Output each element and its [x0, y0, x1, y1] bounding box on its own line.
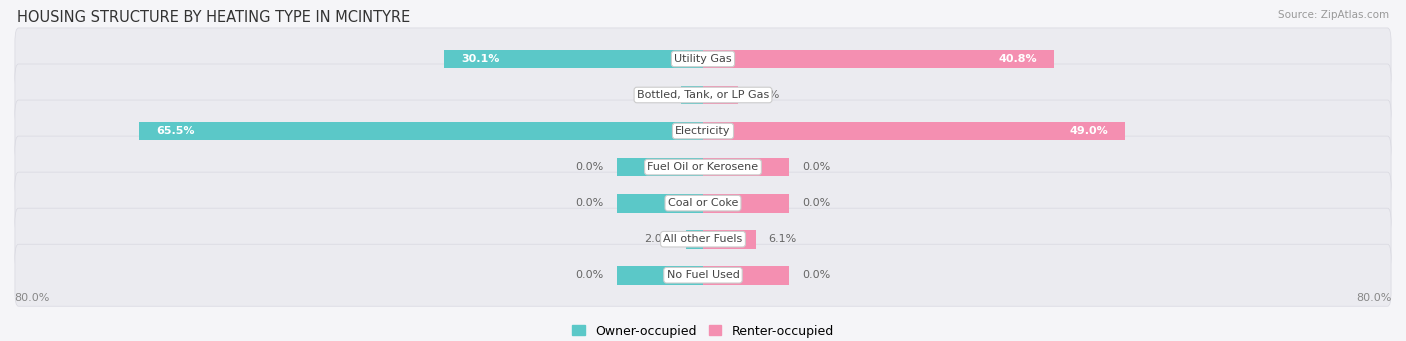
- Text: 80.0%: 80.0%: [14, 293, 49, 303]
- Text: Electricity: Electricity: [675, 126, 731, 136]
- Bar: [703, 266, 789, 285]
- Bar: [703, 230, 755, 249]
- Bar: [686, 230, 703, 249]
- Bar: [703, 158, 789, 176]
- Text: 49.0%: 49.0%: [1069, 126, 1108, 136]
- Text: Coal or Coke: Coal or Coke: [668, 198, 738, 208]
- Text: 0.0%: 0.0%: [801, 198, 831, 208]
- Text: All other Fuels: All other Fuels: [664, 234, 742, 244]
- Text: 0.0%: 0.0%: [575, 270, 605, 280]
- Text: 2.0%: 2.0%: [644, 234, 673, 244]
- Bar: [703, 86, 738, 104]
- Text: Fuel Oil or Kerosene: Fuel Oil or Kerosene: [647, 162, 759, 172]
- FancyBboxPatch shape: [15, 28, 1391, 90]
- Text: 0.0%: 0.0%: [575, 198, 605, 208]
- Text: 40.8%: 40.8%: [998, 54, 1038, 64]
- Bar: [617, 194, 703, 212]
- Bar: [703, 194, 789, 212]
- Text: 0.0%: 0.0%: [801, 270, 831, 280]
- Bar: [703, 122, 1125, 140]
- Text: No Fuel Used: No Fuel Used: [666, 270, 740, 280]
- Bar: [617, 158, 703, 176]
- Text: 65.5%: 65.5%: [156, 126, 194, 136]
- FancyBboxPatch shape: [15, 64, 1391, 126]
- Text: Source: ZipAtlas.com: Source: ZipAtlas.com: [1278, 10, 1389, 20]
- Bar: [682, 86, 703, 104]
- Text: Bottled, Tank, or LP Gas: Bottled, Tank, or LP Gas: [637, 90, 769, 100]
- Bar: [444, 49, 703, 68]
- Text: 0.0%: 0.0%: [801, 162, 831, 172]
- FancyBboxPatch shape: [15, 172, 1391, 234]
- Bar: [617, 266, 703, 285]
- Text: 80.0%: 80.0%: [1357, 293, 1392, 303]
- Bar: [139, 122, 703, 140]
- Text: 0.0%: 0.0%: [575, 162, 605, 172]
- FancyBboxPatch shape: [15, 208, 1391, 270]
- Text: Utility Gas: Utility Gas: [675, 54, 731, 64]
- Bar: [703, 49, 1054, 68]
- FancyBboxPatch shape: [15, 136, 1391, 198]
- FancyBboxPatch shape: [15, 244, 1391, 306]
- Text: 2.5%: 2.5%: [640, 90, 669, 100]
- Text: HOUSING STRUCTURE BY HEATING TYPE IN MCINTYRE: HOUSING STRUCTURE BY HEATING TYPE IN MCI…: [17, 10, 411, 25]
- Text: 6.1%: 6.1%: [769, 234, 797, 244]
- Text: 4.1%: 4.1%: [751, 90, 779, 100]
- Text: 30.1%: 30.1%: [461, 54, 499, 64]
- FancyBboxPatch shape: [15, 100, 1391, 162]
- Legend: Owner-occupied, Renter-occupied: Owner-occupied, Renter-occupied: [568, 320, 838, 341]
